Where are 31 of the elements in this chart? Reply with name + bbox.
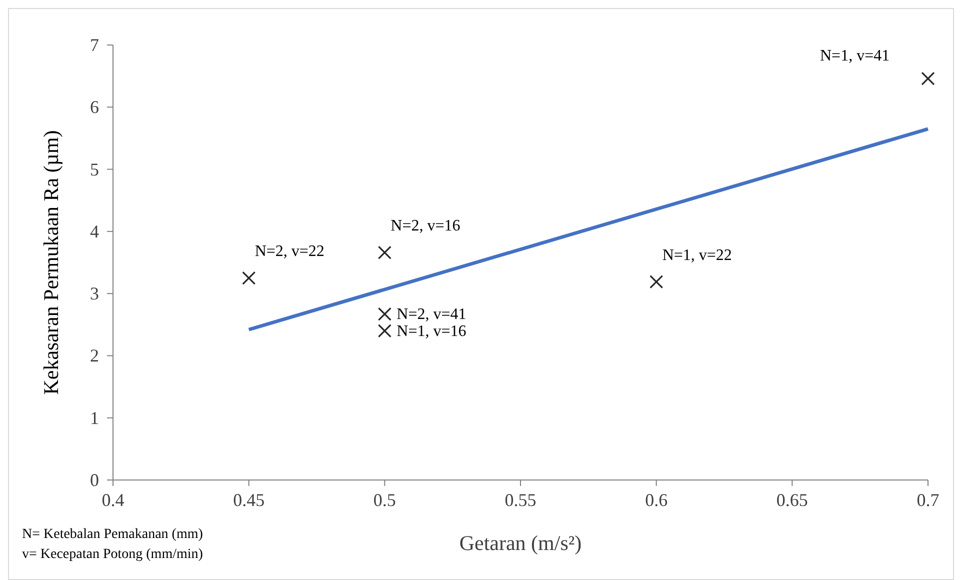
y-tick-label: 5 xyxy=(90,159,99,180)
annotation: N=2, v=41 xyxy=(396,306,466,324)
text: N= Ketebalan Pemakanan (mm) xyxy=(22,527,204,542)
y-tick-label: 6 xyxy=(90,97,99,118)
annotation: N=1, v=41 xyxy=(820,48,890,65)
point xyxy=(378,324,392,338)
x-axis-title: Getaran (m/s²) xyxy=(459,531,582,555)
point xyxy=(242,271,256,285)
point xyxy=(650,274,664,289)
x-tick-label: 0.45 xyxy=(233,490,265,510)
y-axis-title: Kekasaran Permukaan Ra (µm) xyxy=(39,130,63,395)
x-tick-label: 0.4 xyxy=(102,490,124,510)
annotation: N=1, v=22 xyxy=(662,246,732,264)
point xyxy=(378,307,392,321)
x-tick-label: 0.65 xyxy=(776,490,808,510)
y-tick-label: 3 xyxy=(90,284,99,304)
x-tick-label: 0.55 xyxy=(504,490,536,510)
annotation: N=2, v=22 xyxy=(254,243,324,260)
y-tick-label: 7 xyxy=(90,35,99,55)
x-tick-label: 0.5 xyxy=(373,490,396,510)
point xyxy=(921,72,935,86)
x-tick-label: 0.7 xyxy=(916,490,940,510)
annotation: N=2, v=16 xyxy=(390,218,460,235)
y-tick-label: 0 xyxy=(90,470,99,490)
annotation: N=1, v=16 xyxy=(396,322,466,340)
y-tick-label: 4 xyxy=(90,221,99,242)
point xyxy=(378,246,392,260)
text: v= Kecepatan Potong (mm/min) xyxy=(22,547,204,562)
y-tick-label: 2 xyxy=(90,346,99,366)
x-tick-label: 0.6 xyxy=(645,490,668,510)
y-tick-label: 1 xyxy=(90,408,99,428)
